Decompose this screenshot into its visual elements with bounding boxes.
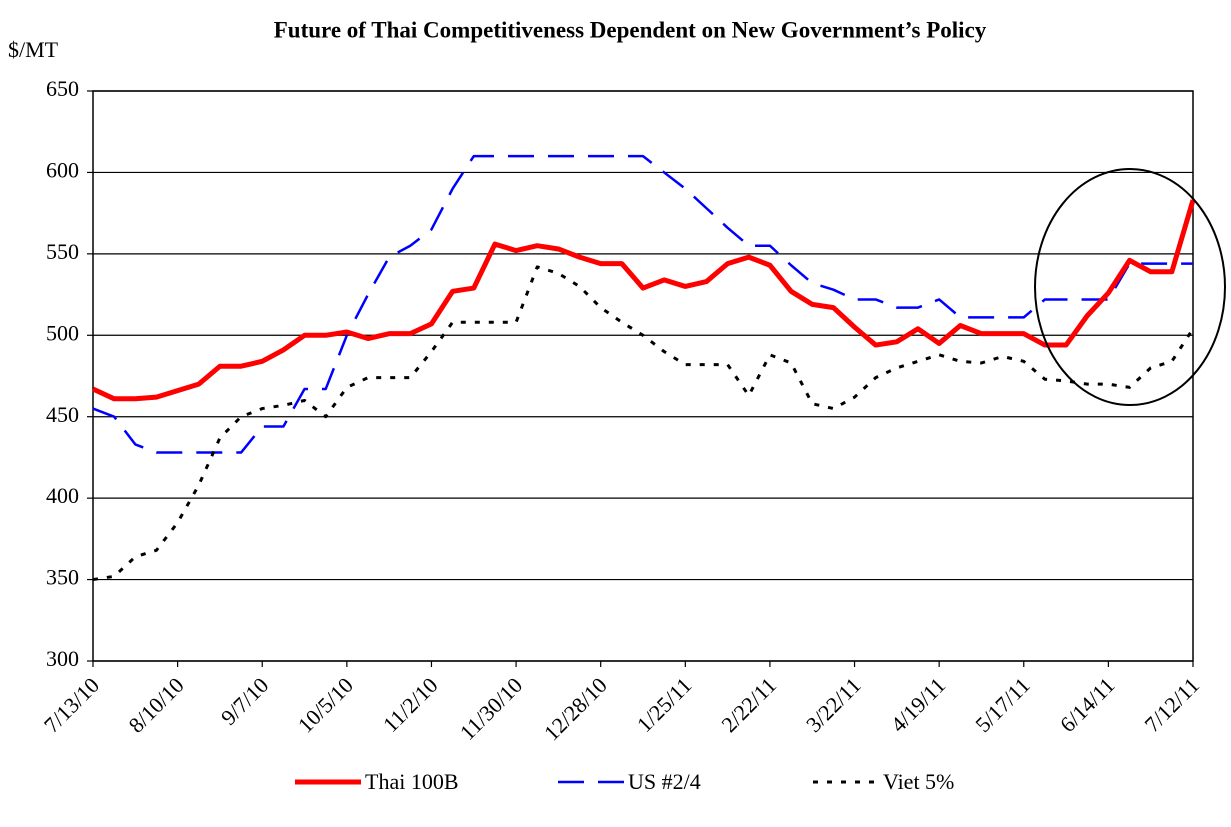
legend-label: US #2/4 <box>628 769 701 794</box>
series-line <box>92 154 1193 454</box>
x-tick-label: 12/28/10 <box>539 672 612 745</box>
chart-title: Future of Thai Competitiveness Dependent… <box>274 17 987 42</box>
legend-label: Viet 5% <box>883 769 954 794</box>
series-line <box>92 265 1195 582</box>
x-tick-label: 11/2/10 <box>378 672 443 737</box>
legend-label: Thai 100B <box>365 769 459 794</box>
x-tick-label: 6/14/11 <box>1055 672 1120 737</box>
x-tick-label: 4/19/11 <box>886 672 951 737</box>
y-tick-label: 450 <box>46 402 79 427</box>
series-line <box>91 199 1196 402</box>
x-tick-label: 9/7/10 <box>216 672 273 729</box>
x-tick-label: 1/25/11 <box>632 672 697 737</box>
x-tick-label: 5/17/11 <box>970 672 1035 737</box>
y-tick-label: 650 <box>46 76 79 101</box>
x-tick-label: 3/22/11 <box>801 672 866 737</box>
y-axis-label: $/MT <box>8 37 59 62</box>
plot-border <box>92 90 1194 662</box>
x-tick-label: 10/5/10 <box>293 672 358 737</box>
x-tick-label: 8/10/10 <box>124 672 189 737</box>
highlight-ellipse <box>1034 168 1226 406</box>
x-tick-label: 11/30/10 <box>455 672 527 744</box>
x-tick-label: 7/12/11 <box>1139 672 1204 737</box>
x-tick-label: 7/13/10 <box>39 672 104 737</box>
y-tick-label: 400 <box>46 483 79 508</box>
y-tick-label: 600 <box>46 157 79 182</box>
y-tick-label: 300 <box>46 646 79 671</box>
y-tick-label: 350 <box>46 565 79 590</box>
x-tick-label: 2/22/11 <box>716 672 781 737</box>
y-tick-label: 550 <box>46 239 79 264</box>
y-tick-label: 500 <box>46 320 79 345</box>
